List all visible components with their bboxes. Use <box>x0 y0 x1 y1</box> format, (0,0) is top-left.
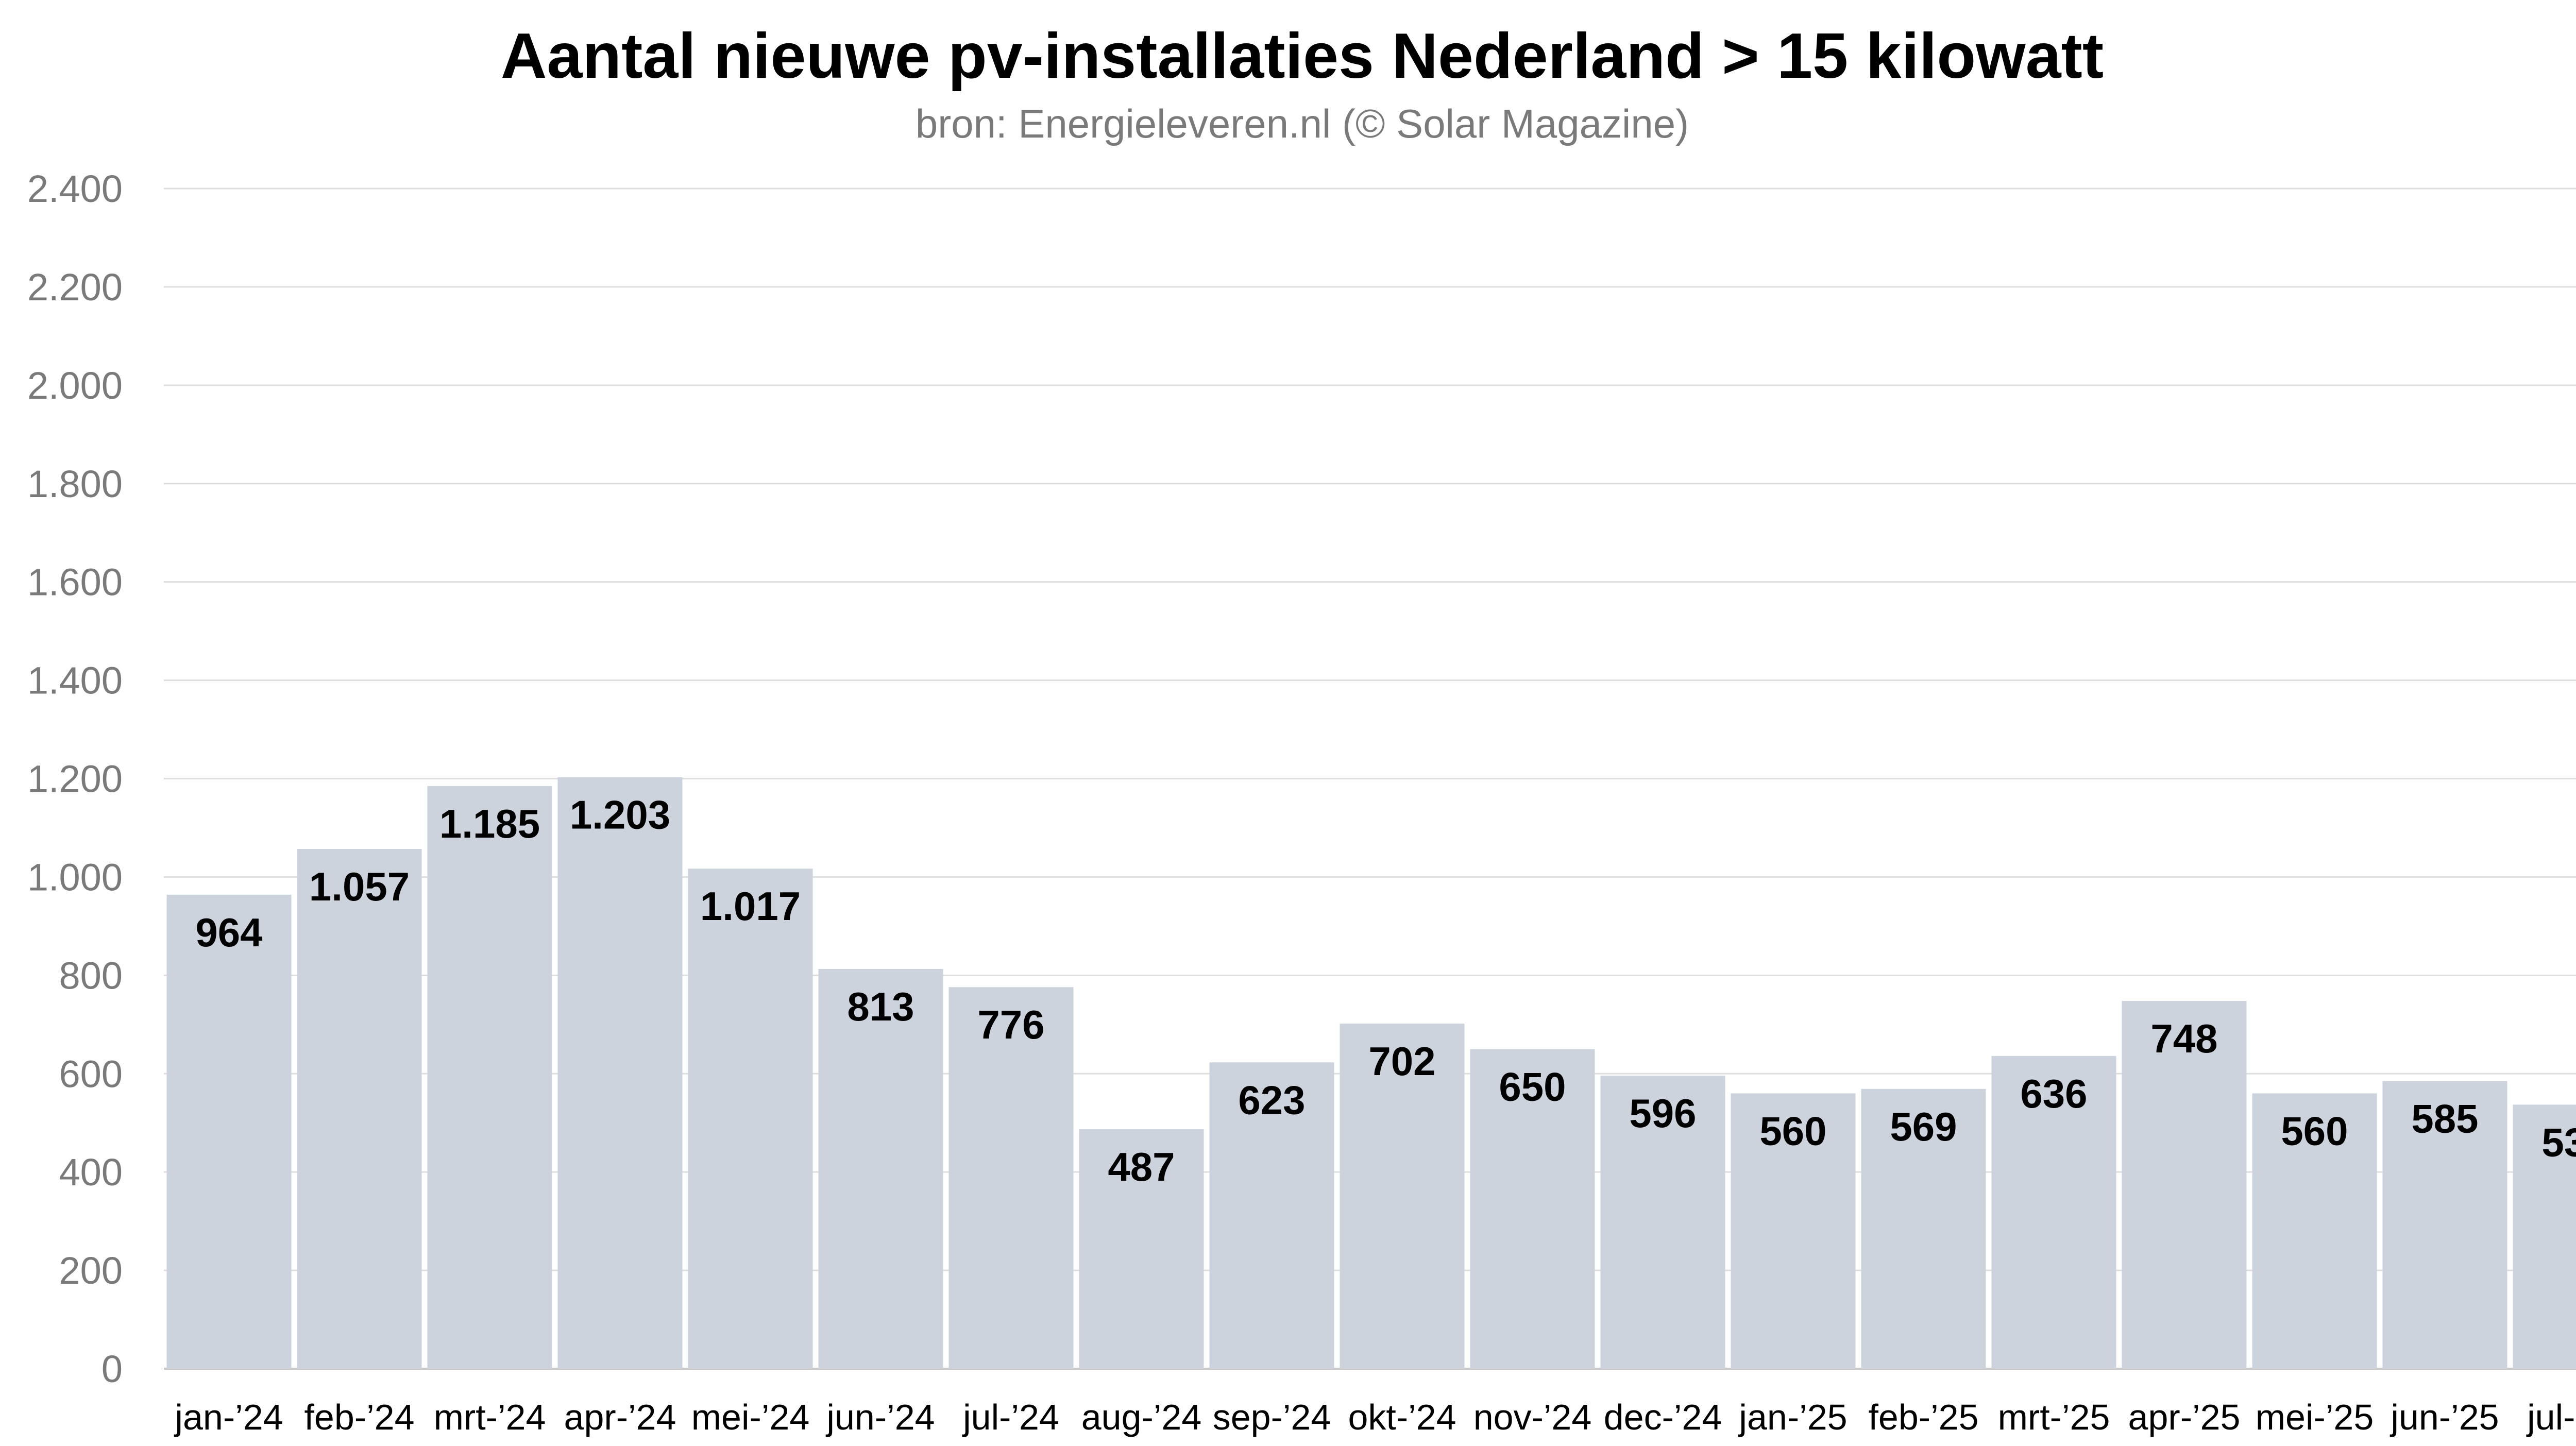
x-tick-label: mrt-’25 <box>1998 1397 2110 1437</box>
bars <box>166 777 2576 1369</box>
data-label: 1.017 <box>700 883 801 929</box>
bar <box>297 849 422 1369</box>
y-tick-label: 800 <box>59 954 123 997</box>
data-label: 537 <box>2541 1119 2576 1165</box>
x-tick-label: jan-’24 <box>174 1397 283 1437</box>
bar <box>1861 1088 1986 1369</box>
y-tick-label: 1.200 <box>27 758 123 801</box>
x-tick-label: dec-’24 <box>1604 1397 1722 1437</box>
data-label: 813 <box>847 984 914 1029</box>
bar <box>1470 1049 1595 1369</box>
bar <box>1600 1076 1725 1369</box>
data-label: 596 <box>1629 1091 1696 1136</box>
x-tick-label: jun-’25 <box>2389 1397 2499 1437</box>
bar <box>1079 1129 1204 1369</box>
x-tick-label: apr-’24 <box>564 1397 676 1437</box>
bar <box>2252 1093 2377 1369</box>
x-tick-label: nov-’24 <box>1473 1397 1592 1437</box>
x-tick-label: okt-’24 <box>1348 1397 1456 1437</box>
data-labels: 964 1.057 1.185 1.203 1.017 813 776 487 623 702 65… <box>195 792 2576 1189</box>
bar <box>166 894 292 1369</box>
x-tick-label: sep-’24 <box>1213 1397 1331 1437</box>
data-label: 748 <box>2150 1016 2217 1061</box>
x-tick-label: jun-’24 <box>825 1397 935 1437</box>
y-tick-label: 400 <box>59 1151 123 1194</box>
x-axis-ticks: jan-’24 feb-’24 mrt-’24 apr-’24 mei-’24 jun-’… <box>174 1397 2576 1437</box>
bar <box>1209 1062 1334 1369</box>
y-tick-label: 1.800 <box>27 463 123 505</box>
data-label: 560 <box>2281 1108 2348 1153</box>
bar <box>1731 1093 1856 1369</box>
bar <box>2122 1000 2247 1369</box>
x-tick-label: feb-’24 <box>304 1397 414 1437</box>
x-tick-label: mrt-’24 <box>434 1397 546 1437</box>
x-tick-label: feb-’25 <box>1868 1397 1978 1437</box>
bar <box>2513 1104 2576 1369</box>
y-tick-label: 1.400 <box>27 659 123 702</box>
x-tick-label: aug-’24 <box>1081 1397 1202 1437</box>
data-label: 1.203 <box>570 792 670 838</box>
x-tick-label: mei-’24 <box>691 1397 810 1437</box>
y-tick-label: 2.400 <box>27 167 123 210</box>
data-label: 650 <box>1499 1064 1566 1110</box>
y-tick-label: 1.000 <box>27 856 123 898</box>
x-tick-label: jul-’25 <box>2526 1397 2576 1437</box>
data-label: 623 <box>1238 1077 1305 1122</box>
x-tick-label: jul-’24 <box>962 1397 1059 1437</box>
y-tick-label: 1.600 <box>27 561 123 604</box>
data-label: 776 <box>977 1002 1044 1047</box>
x-tick-label: jan-’25 <box>1738 1397 1847 1437</box>
y-tick-label: 600 <box>59 1052 123 1095</box>
y-axis-ticks: 0 200 400 600 800 1.000 1.200 1.400 1.600 1.800 2.… <box>27 167 123 1390</box>
bar <box>427 786 552 1369</box>
bar <box>1991 1056 2116 1369</box>
data-label: 569 <box>1890 1104 1957 1149</box>
bar <box>2382 1081 2507 1369</box>
bar <box>1340 1023 1465 1369</box>
data-label: 964 <box>195 910 262 955</box>
data-label: 636 <box>2020 1071 2087 1116</box>
bar <box>818 968 943 1369</box>
data-label: 702 <box>1368 1039 1435 1084</box>
chart-title: Aantal nieuwe pv-installaties Nederland … <box>500 21 2104 92</box>
data-label: 1.057 <box>309 864 410 909</box>
data-label: 560 <box>1759 1108 1826 1153</box>
x-tick-label: mei-’25 <box>2256 1397 2374 1437</box>
data-label: 1.185 <box>439 801 540 846</box>
data-label: 585 <box>2411 1096 2478 1142</box>
y-tick-label: 200 <box>59 1249 123 1292</box>
y-tick-label: 2.200 <box>27 266 123 309</box>
y-tick-label: 2.000 <box>27 364 123 407</box>
x-tick-label: apr-’25 <box>2128 1397 2241 1437</box>
bar <box>557 777 683 1369</box>
bar <box>948 987 1074 1369</box>
chart-subtitle: bron: Energieleveren.nl (© Solar Magazin… <box>915 101 1689 146</box>
bar <box>688 869 813 1369</box>
data-label: 487 <box>1108 1144 1175 1189</box>
y-tick-label: 0 <box>101 1348 123 1390</box>
